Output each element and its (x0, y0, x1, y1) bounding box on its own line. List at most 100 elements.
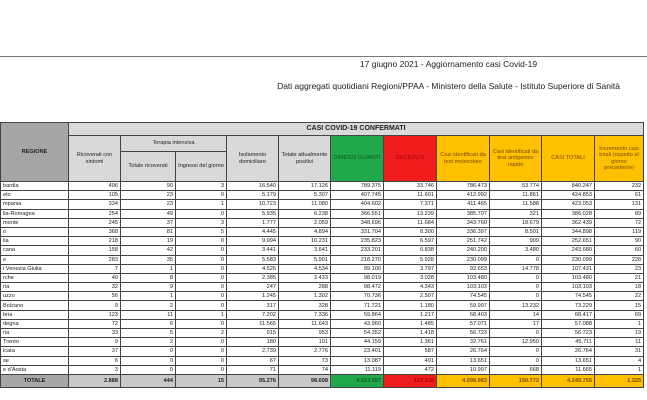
cell-isolamento: 5.179 (226, 190, 279, 201)
cell-casi-totali: 243.680 (541, 245, 595, 256)
cell-incremento: 19 (593, 327, 645, 339)
cell-ti-totale: 2 (120, 337, 176, 348)
cell-test-antigenico: 0 (489, 282, 542, 293)
cell-test-antigenico: 0 (489, 272, 542, 284)
cell-ti-totale: 42 (120, 245, 176, 256)
cell-ricoverati: 334 (68, 199, 121, 210)
cell-ti-ingressi: 0 (175, 300, 227, 311)
cell-ti-totale: 81 (120, 226, 176, 238)
cell-dimessi: 366.551 (330, 208, 384, 219)
cell-test-antigenico: 12.950 (489, 337, 542, 348)
total-row: TOTALE 2.888 444 15 95.276 98.608 4.023.957 127… (0, 373, 645, 388)
cell-ricoverati: 3 (68, 364, 121, 375)
cell-ricoverati: 9 (68, 300, 121, 311)
cell-isolamento: 9.994 (226, 236, 279, 247)
cell-isolamento: 4.526 (226, 263, 279, 274)
cell-regione: Trento (0, 337, 69, 348)
cell-dimessi: 4.023.957 (330, 373, 384, 388)
cell-deceduti: 7.371 (383, 199, 437, 210)
table-row: bardia 496 90 3 16.540 17.126 789.375 33.746 786… (0, 180, 645, 192)
cell-deceduti: 491 (383, 355, 437, 366)
cell-isolamento: 180 (226, 337, 279, 348)
cell-ti-totale: 0 (120, 346, 176, 357)
cell-isolamento: 1.777 (226, 217, 279, 228)
cell-incremento: 22 (593, 291, 645, 302)
cell-ricoverati: 40 (68, 272, 121, 284)
cell-ti-totale: 2 (120, 300, 176, 311)
cell-positivi: 17.126 (278, 180, 331, 192)
cell-incremento: 4 (593, 355, 645, 366)
cell-deceduti: 3.797 (383, 263, 437, 274)
cell-ti-ingressi: 1 (175, 199, 227, 210)
table-row: rche 40 8 0 2.385 2.433 98.019 3.028 103.480 0 103… (0, 272, 645, 284)
cell-casi-totali: 57.088 (541, 318, 595, 330)
cell-regione: lia-Romagna (0, 208, 69, 219)
cell-casi-totali: 4.249.755 (541, 373, 595, 388)
cell-test-antigenico: 14.778 (489, 263, 542, 274)
cell-deceduti: 1.418 (383, 327, 437, 339)
cell-ricoverati: 72 (68, 318, 121, 330)
cell-incremento: 1.325 (593, 373, 645, 388)
cell-dimessi: 218.270 (330, 254, 384, 265)
cell-casi-totali: 11.665 (541, 364, 595, 375)
cell-test-molecolare: 343.760 (436, 217, 490, 228)
cell-test-molecolare: 92.653 (436, 263, 490, 274)
cell-casi-totali: 840.247 (541, 180, 595, 192)
table-body: bardia 496 90 3 16.540 17.126 789.375 33.746 786… (0, 180, 645, 388)
cell-casi-totali: 26.764 (541, 346, 595, 357)
cell-ricoverati: 32 (68, 282, 121, 293)
cell-isolamento: 4.445 (226, 226, 279, 238)
cell-test-antigenico: 11.861 (489, 190, 542, 201)
cell-test-molecolare: 411.465 (436, 199, 490, 210)
cell-test-antigenico: 909 (489, 236, 542, 247)
cell-regione: eto (0, 190, 69, 201)
cell-casi-totali: 424.853 (541, 190, 595, 201)
cell-dimessi: 404.602 (330, 199, 384, 210)
table-row: e 283 35 0 5.583 5.901 218.270 5.928 230.099 0 230… (0, 254, 645, 265)
cell-test-molecolare: 251.742 (436, 236, 490, 247)
cell-deceduti: 5.928 (383, 254, 437, 265)
cell-incremento: 1 (593, 318, 645, 330)
header-casi-totali: CASI TOTALI (541, 135, 595, 182)
cell-regione: icata (0, 346, 69, 357)
cell-ricoverati: 245 (68, 217, 121, 228)
table-row: Trento 9 2 0 180 191 44.159 1.361 32.761 12.950 45… (0, 337, 645, 348)
cell-ti-ingressi: 15 (175, 373, 227, 388)
page-subtitle: Dati aggregati quotidiani Regioni/PPAA -… (277, 81, 620, 91)
cell-deceduti: 11.684 (383, 217, 437, 228)
table-row: i Venezia Giulia 7 1 0 4.526 4.534 99.100 3.797… (0, 263, 645, 274)
cell-isolamento: 1.245 (226, 291, 279, 302)
cell-ricoverati: 6 (68, 355, 121, 366)
cell-ti-totale: 23 (120, 190, 176, 201)
cell-deceduti: 587 (383, 346, 437, 357)
divider (0, 56, 647, 57)
cell-ti-totale: 37 (120, 217, 176, 228)
cell-ti-ingressi: 2 (175, 327, 227, 339)
table-row: uzzo 56 1 0 1.245 1.302 70.736 2.507 74.545 0 74.5… (0, 291, 645, 302)
cell-casi-totali: 344.898 (541, 226, 595, 238)
cell-isolamento: 5.583 (226, 254, 279, 265)
header-incremento: Incremento casi totali (rispetto al gior… (593, 135, 645, 182)
cell-regione: uzzo (0, 291, 69, 302)
cell-incremento: 15 (593, 300, 645, 311)
table-row: mpania 334 23 1 10.723 11.080 404.602 7.371 411.… (0, 199, 645, 210)
cell-ti-ingressi: 3 (175, 217, 227, 228)
cell-casi-totali: 252.651 (541, 236, 595, 247)
header-banner: CASI COVID-19 CONFERMATI (67, 122, 645, 136)
cell-test-molecolare: 4.098.983 (436, 373, 490, 388)
cell-test-molecolare: 59.997 (436, 300, 490, 311)
cell-casi-totali: 362.439 (541, 217, 595, 228)
cell-isolamento: 95.276 (226, 373, 279, 388)
header-ricoverati: Ricoverati con sintomi (68, 135, 121, 182)
cell-deceduti: 1.180 (383, 300, 437, 311)
cell-incremento: 228 (593, 254, 645, 265)
header-positivi: Totale attualmente positivi (278, 135, 331, 182)
cell-positivi: 11.643 (278, 318, 331, 330)
cell-test-antigenico: 8.501 (489, 226, 542, 238)
cell-test-molecolare: 385.707 (436, 208, 490, 219)
cell-test-antigenico: 0 (489, 327, 542, 339)
cell-dimessi: 407.745 (330, 190, 384, 201)
cell-ti-ingressi: 0 (175, 272, 227, 284)
cell-test-molecolare: 412.992 (436, 190, 490, 201)
cell-ti-totale: 0 (120, 364, 176, 375)
